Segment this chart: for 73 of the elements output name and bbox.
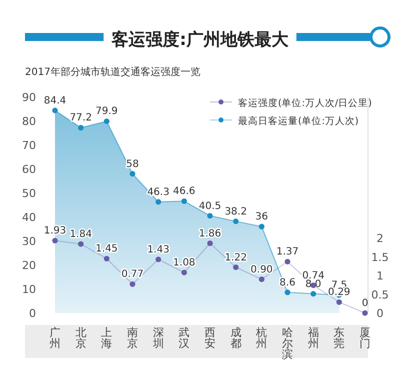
point bbox=[233, 218, 239, 224]
x-tick-label: 深圳 bbox=[152, 326, 164, 350]
y-tick-label: 20 bbox=[22, 259, 36, 272]
data-label: 1.45 bbox=[96, 244, 118, 255]
legend-label: 最高日客运量(单位:万人次) bbox=[238, 115, 359, 127]
x-tick-label: 上海 bbox=[101, 326, 112, 350]
point bbox=[52, 238, 58, 244]
point bbox=[104, 256, 110, 262]
point bbox=[284, 258, 290, 264]
point bbox=[78, 124, 84, 131]
x-tick-label: 南京 bbox=[127, 326, 138, 350]
data-label: 1.86 bbox=[198, 228, 222, 240]
point bbox=[156, 256, 162, 262]
y-tick-label: 90 bbox=[22, 91, 36, 104]
point bbox=[130, 281, 136, 287]
legend-label: 客运强度(单位:万人次/日公里) bbox=[238, 97, 372, 109]
data-label: 0 bbox=[362, 298, 368, 309]
x-tick-label: 杭州 bbox=[255, 326, 268, 350]
y-tick-label: 0 bbox=[29, 307, 36, 320]
y-tick-label: 40 bbox=[22, 211, 36, 224]
point bbox=[233, 264, 239, 270]
x-tick-label: 哈尔滨 bbox=[282, 326, 293, 361]
chart-title: 客运强度:广州地铁最大 bbox=[110, 30, 290, 50]
point bbox=[362, 310, 368, 316]
y-tick-label: 70 bbox=[22, 139, 36, 152]
y-tick-label: 80 bbox=[22, 115, 36, 128]
point bbox=[207, 213, 213, 219]
x-tick-label: 北京 bbox=[75, 326, 86, 350]
x-tick-label: 武汉 bbox=[178, 326, 190, 350]
point bbox=[130, 171, 136, 177]
y-tick-label: 30 bbox=[22, 235, 36, 248]
data-label: 1.37 bbox=[276, 246, 299, 258]
point bbox=[78, 241, 84, 247]
data-label: 0.77 bbox=[121, 269, 144, 280]
data-label: 1.93 bbox=[44, 226, 66, 237]
point bbox=[310, 291, 316, 297]
x-tick-label: 厦门 bbox=[360, 326, 370, 350]
data-label: 77.2 bbox=[70, 112, 92, 124]
data-label: 40.5 bbox=[198, 200, 222, 212]
x-tick-label: 西安 bbox=[204, 326, 216, 350]
data-label: 1.22 bbox=[224, 252, 247, 264]
y-tick-label: 60 bbox=[22, 163, 36, 176]
x-tick-label: 广州 bbox=[50, 326, 60, 350]
point bbox=[181, 270, 187, 276]
data-label: 84.4 bbox=[44, 95, 66, 106]
y2-tick-label: 2 bbox=[376, 232, 384, 245]
x-tick-label: 成都 bbox=[230, 326, 242, 350]
point bbox=[336, 299, 342, 305]
y2-tick-label: 0 bbox=[376, 307, 384, 320]
point bbox=[52, 108, 58, 114]
y2-tick-label: 1.5 bbox=[371, 250, 389, 264]
x-tick-label: 福州 bbox=[308, 326, 319, 350]
data-label: 79.9 bbox=[96, 106, 118, 118]
data-label: 1.43 bbox=[147, 244, 170, 256]
data-label: 1.84 bbox=[70, 229, 92, 240]
data-label: 0.90 bbox=[250, 264, 273, 276]
point bbox=[284, 290, 290, 296]
y-tick-label: 50 bbox=[22, 187, 36, 200]
y-tick-label: 10 bbox=[22, 283, 36, 296]
point bbox=[258, 224, 264, 230]
data-label: 1.08 bbox=[173, 258, 196, 268]
data-label: 38.2 bbox=[224, 206, 247, 218]
point bbox=[207, 240, 213, 246]
data-label: 46.6 bbox=[173, 186, 196, 198]
x-tick-label: 东莞 bbox=[334, 326, 345, 350]
point bbox=[181, 198, 187, 204]
point bbox=[156, 199, 162, 205]
point bbox=[258, 276, 264, 282]
y2-tick-label: 0.5 bbox=[371, 288, 389, 302]
chart-subtitle: 2017年部分城市轨道交通客运强度一览 bbox=[25, 66, 200, 78]
y2-tick-label: 1 bbox=[376, 270, 384, 282]
data-label: 36 bbox=[255, 212, 268, 223]
point bbox=[104, 118, 110, 124]
